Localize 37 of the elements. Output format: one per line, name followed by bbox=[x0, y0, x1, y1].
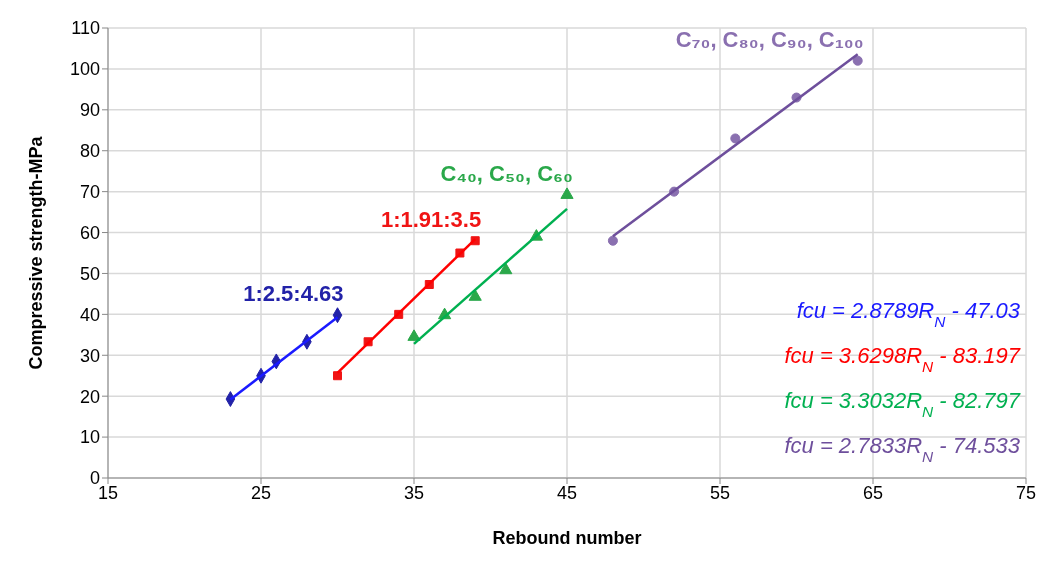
series-label: C₇₀, C₈₀, C₉₀, C₁₀₀ bbox=[675, 26, 864, 52]
y-tick-label: 0 bbox=[89, 468, 100, 489]
x-tick-label: 15 bbox=[97, 482, 119, 503]
x-tick-label: 65 bbox=[862, 482, 884, 503]
y-tick-label: 60 bbox=[79, 222, 100, 243]
point bbox=[607, 235, 618, 246]
point bbox=[730, 133, 741, 144]
y-tick-label: 90 bbox=[79, 100, 100, 121]
y-tick-label: 100 bbox=[69, 59, 100, 80]
point bbox=[333, 371, 342, 381]
series-label: 1:2.5:4.63 bbox=[243, 281, 344, 307]
y-tick-label: 110 bbox=[71, 18, 100, 39]
y-tick-label: 30 bbox=[79, 345, 100, 366]
y-tick-label: 80 bbox=[79, 141, 100, 162]
y-axis-title: Compressive strength-MPa bbox=[26, 135, 47, 370]
text: fcu = 2.7833R$_{N}$ - 74.533 bbox=[784, 433, 1021, 465]
y-tick-label: 50 bbox=[79, 263, 100, 284]
x-tick-label: 45 bbox=[556, 482, 578, 503]
x-tick-label: 55 bbox=[709, 482, 731, 503]
y-tick-label: 20 bbox=[79, 386, 100, 407]
y-tick-label: 70 bbox=[79, 182, 100, 203]
text: fcu = 2.8789R$_{N}$ - 47.03 bbox=[796, 298, 1021, 330]
text: fcu = 3.3032R$_{N}$ - 82.797 bbox=[784, 388, 1021, 420]
point bbox=[499, 262, 513, 275]
text: fcu = 3.6298R$_{N}$ - 83.197 bbox=[784, 343, 1021, 375]
x-axis-title: Rebound number bbox=[492, 528, 642, 548]
point bbox=[407, 329, 421, 341]
point bbox=[852, 55, 863, 66]
y-tick-label: 10 bbox=[79, 427, 100, 448]
point bbox=[560, 187, 574, 199]
point bbox=[468, 289, 482, 301]
x-tick-label: 75 bbox=[1015, 482, 1037, 503]
y-tick-label: 40 bbox=[79, 304, 100, 325]
x-tick-label: 35 bbox=[403, 482, 425, 503]
series-label: C₄₀, C₅₀, C₆₀ bbox=[440, 160, 573, 186]
series-label: 1:1.91:3.5 bbox=[380, 206, 482, 232]
x-tick-label: 25 bbox=[250, 482, 272, 503]
